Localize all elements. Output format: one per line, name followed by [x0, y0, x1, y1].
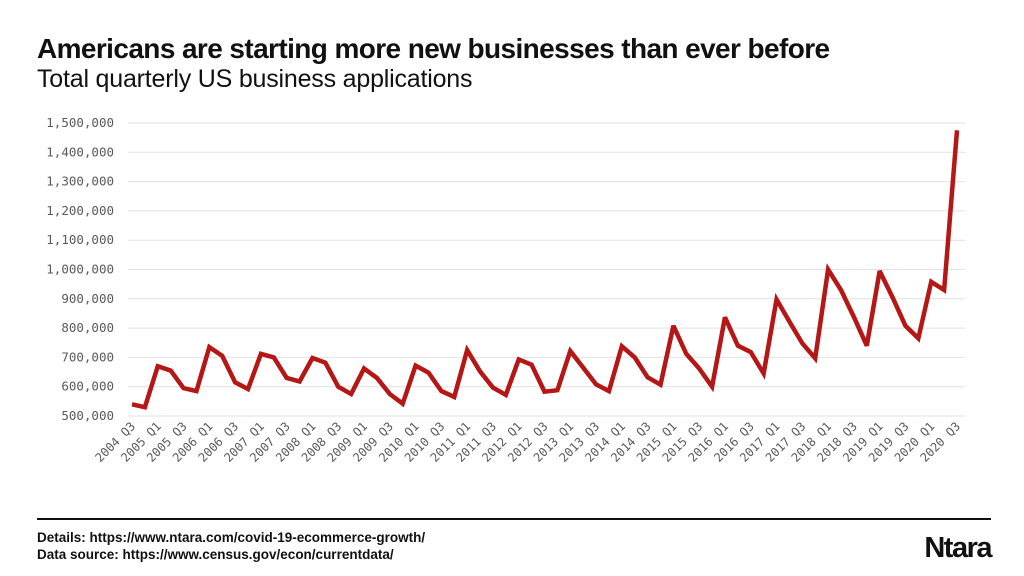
gridlines	[128, 122, 965, 417]
chart-title: Americans are starting more new business…	[37, 33, 830, 64]
chart-subtitle: Total quarterly US business applications	[37, 65, 473, 93]
ntara-logo: Ntara	[924, 532, 992, 564]
footer-source-text: Data source: https://www.census.gov/econ…	[37, 547, 394, 562]
y-tick-label: 900,000	[61, 291, 114, 306]
y-tick-label: 700,000	[61, 349, 114, 364]
y-tick-label: 1,500,000	[46, 115, 114, 130]
y-tick-label: 1,400,000	[46, 144, 114, 159]
y-tick-label: 1,300,000	[46, 174, 114, 189]
y-tick-label: 1,000,000	[46, 262, 114, 277]
y-axis-tick-labels: 500,000 600,000 700,000 800,000 900,000 1,000…	[46, 115, 114, 423]
y-tick-label: 600,000	[61, 379, 114, 394]
series-layer	[131, 130, 960, 410]
line-chart: 500,000 600,000 700,000 800,000 900,000 1,000…	[46, 115, 965, 465]
footer-details-text: Details: https://www.ntara.com/covid-19-…	[37, 530, 426, 545]
y-tick-label: 500,000	[61, 408, 114, 423]
y-tick-label: 800,000	[61, 320, 114, 335]
series-line	[131, 130, 960, 410]
y-tick-label: 1,100,000	[46, 232, 114, 247]
footer-divider	[37, 518, 991, 520]
y-tick-label: 1,200,000	[46, 203, 114, 218]
